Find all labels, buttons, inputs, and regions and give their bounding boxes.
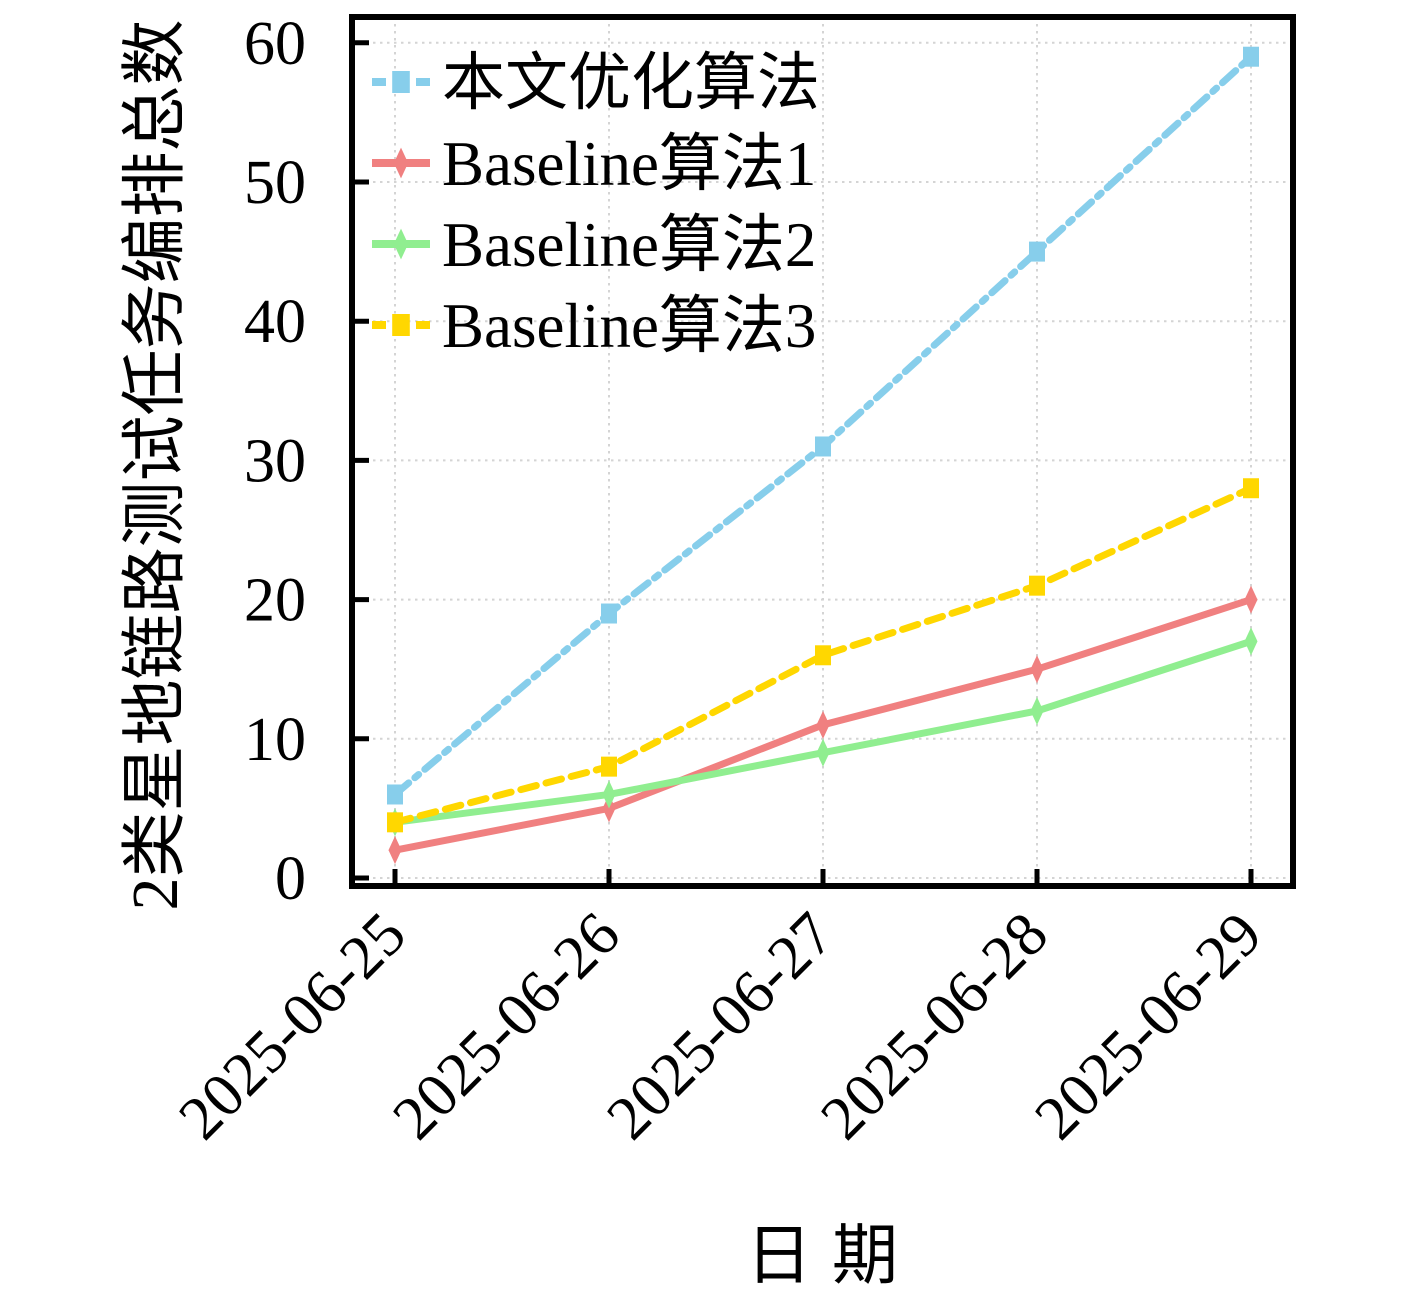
x-tick-label: 2025-06-27 xyxy=(594,900,847,1153)
x-axis-title: 日期 xyxy=(746,1220,918,1292)
data-point-square-marker xyxy=(1029,241,1045,262)
legend-label: Baseline算法3 xyxy=(442,291,816,361)
data-point-square-marker xyxy=(392,71,410,93)
y-axis-title: 2类星地链路测试任务编排总数 xyxy=(119,20,192,911)
data-point-square-marker xyxy=(601,756,617,777)
y-tick-label: 0 xyxy=(275,845,306,913)
axis-ticks xyxy=(352,40,1254,886)
data-point-diamond-marker xyxy=(816,738,830,767)
data-point-diamond-marker xyxy=(1030,696,1044,725)
series-line xyxy=(391,484,1255,826)
legend-item: Baseline算法2 xyxy=(372,210,816,280)
data-point-square-marker xyxy=(387,784,403,805)
data-point-square-marker xyxy=(392,314,410,336)
legend: 本文优化算法 Baseline算法1 Baseline算法2 Baseline算法3 xyxy=(372,48,820,361)
data-point-square-marker xyxy=(1029,575,1045,596)
legend-label: 本文优化算法 xyxy=(442,48,820,118)
legend-item: Baseline算法3 xyxy=(372,291,816,361)
legend-item: Baseline算法1 xyxy=(372,129,816,199)
y-tick-label: 20 xyxy=(244,567,306,635)
series-Baseline算法3 xyxy=(387,478,1259,833)
legend-item: 本文优化算法 xyxy=(372,48,820,118)
data-point-square-marker xyxy=(815,645,831,666)
data-point-square-marker xyxy=(1243,46,1259,67)
y-tick-label: 30 xyxy=(244,427,306,495)
y-tick-label: 50 xyxy=(244,149,306,217)
series-本文优化算法 xyxy=(387,46,1259,805)
data-point-diamond-marker xyxy=(393,228,409,260)
data-point-square-marker xyxy=(387,812,403,833)
data-point-diamond-marker xyxy=(816,710,830,739)
data-series xyxy=(387,46,1259,865)
data-point-diamond-marker xyxy=(388,836,402,865)
y-tick-label: 40 xyxy=(244,288,306,356)
x-tick-label: 2025-06-26 xyxy=(380,900,633,1153)
y-tick-label: 10 xyxy=(244,706,306,774)
data-point-diamond-marker xyxy=(1030,655,1044,684)
y-tick-label: 60 xyxy=(244,10,306,78)
series-Baseline算法1 xyxy=(388,585,1258,865)
x-axis-tick-labels: 2025-06-252025-06-262025-06-272025-06-28… xyxy=(166,900,1275,1153)
data-point-diamond-marker xyxy=(602,780,616,809)
legend-label: Baseline算法1 xyxy=(442,129,816,199)
x-tick-label: 2025-06-28 xyxy=(808,900,1061,1153)
x-tick-label: 2025-06-25 xyxy=(166,900,419,1153)
data-point-square-marker xyxy=(815,436,831,457)
legend-label: Baseline算法2 xyxy=(442,210,816,280)
data-point-diamond-marker xyxy=(1244,627,1258,656)
data-point-square-marker xyxy=(1243,478,1259,499)
data-point-diamond-marker xyxy=(393,147,409,179)
data-point-diamond-marker xyxy=(1244,585,1258,614)
y-axis-tick-labels: 0 10 20 30 40 50 60 xyxy=(244,10,306,913)
data-point-square-marker xyxy=(601,603,617,624)
x-tick-label: 2025-06-29 xyxy=(1022,900,1275,1153)
